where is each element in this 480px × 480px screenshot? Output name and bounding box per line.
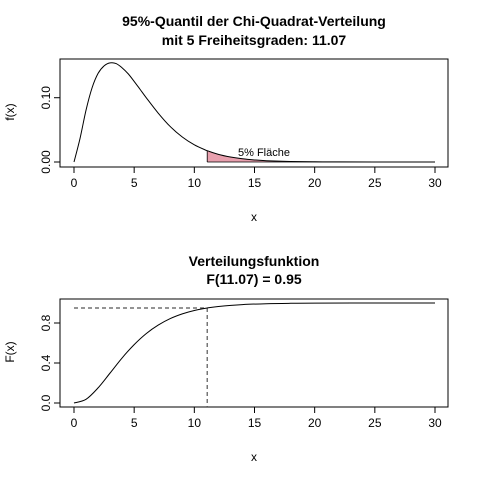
pdf-x-tick-label: 0 [71,176,78,190]
cdf-curve [73,302,436,404]
pdf-x-tick-label: 25 [368,176,382,190]
cdf-x-tick-label: 20 [308,416,322,430]
cdf-plot-frame [59,298,449,408]
pdf-subtitle: mit 5 Freiheitsgraden: 11.07 [162,32,347,48]
pdf-tail-area [207,150,435,162]
pdf-title: 95%-Quantil der Chi-Quadrat-Verteilung [122,13,386,29]
pdf-y-tick-label: 0.10 [39,86,53,110]
pdf-x-tick-label: 15 [248,176,262,190]
area-annotation: 5% Fläche [238,147,290,159]
pdf-curve [73,62,436,163]
cdf-y-tick-label: 0.4 [39,354,53,371]
pdf-x-tick-label: 10 [188,176,202,190]
cdf-x-tick-label: 5 [131,416,138,430]
cdf-x-tick-label: 15 [248,416,262,430]
pdf-x-tick-label: 30 [428,176,442,190]
pdf-x-axis-label: x [251,210,257,224]
cdf-x-tick-label: 0 [71,416,78,430]
cdf-y-tick-label: 0.0 [39,394,53,411]
cdf-x-tick-label: 10 [188,416,202,430]
cdf-x-tick-label: 30 [428,416,442,430]
pdf-x-tick-label: 5 [131,176,138,190]
pdf-y-axis-label: f(x) [3,103,17,120]
cdf-y-tick-label: 0.8 [39,314,53,331]
cdf-title: Verteilungsfunktion [189,253,320,269]
pdf-x-tick-label: 20 [308,176,322,190]
cdf-y-axis-label: F(x) [3,341,17,362]
cdf-subtitle: F(11.07) = 0.95 [206,271,302,287]
pdf-y-tick-label: 0.00 [39,150,53,174]
cdf-x-axis-label: x [251,450,257,464]
cdf-x-tick-label: 25 [368,416,382,430]
